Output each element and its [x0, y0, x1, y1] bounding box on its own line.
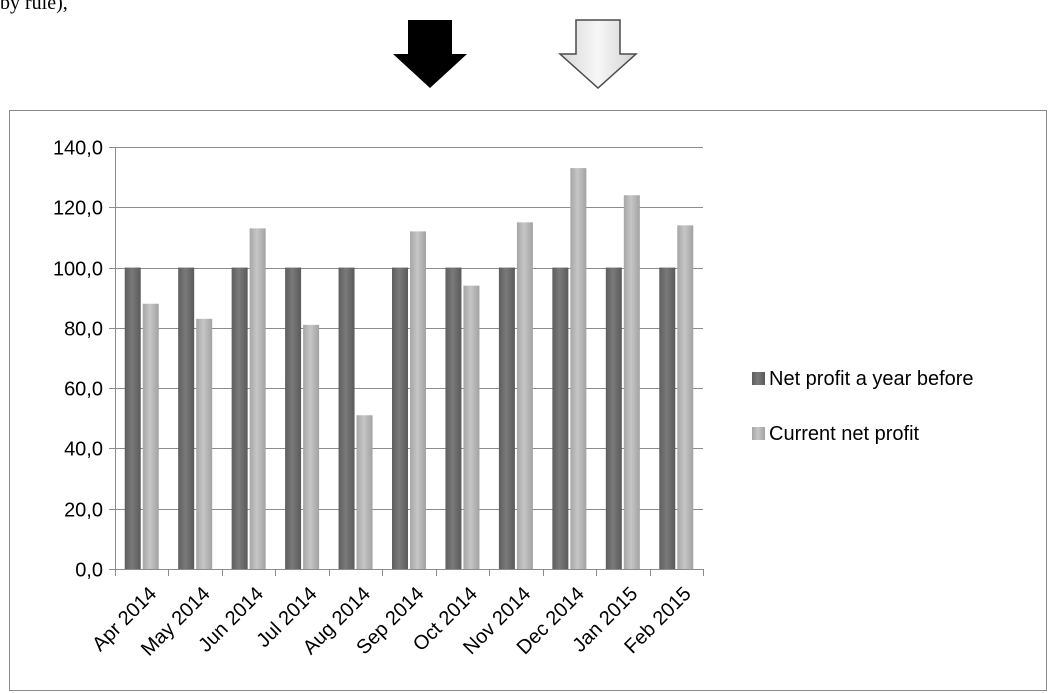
legend-label: Current net profit	[769, 423, 920, 445]
legend-swatch-current-net-profit	[752, 427, 765, 440]
bar-current-net-profit	[249, 228, 266, 569]
bar-net-profit-year-before	[178, 267, 195, 569]
bar-current-net-profit	[677, 225, 694, 569]
bar-current-net-profit	[196, 318, 213, 569]
y-tick-label: 0,0	[75, 560, 103, 582]
bar-net-profit-year-before	[498, 267, 515, 569]
gridlines	[115, 147, 703, 510]
y-tick-label: 40,0	[64, 439, 103, 461]
bar-net-profit-year-before	[231, 267, 248, 569]
outline-down-arrow-icon	[558, 19, 638, 90]
bar-net-profit-year-before	[605, 267, 622, 569]
y-tick-label: 140,0	[53, 138, 103, 160]
legend-label: Net profit a year before	[769, 368, 974, 390]
y-tick-label: 20,0	[64, 500, 103, 522]
bar-current-net-profit	[410, 231, 426, 569]
bar-net-profit-year-before	[445, 267, 462, 569]
bar-current-net-profit	[142, 303, 159, 569]
y-tick-label: 60,0	[64, 379, 103, 401]
bar-net-profit-year-before	[552, 267, 569, 569]
bar-current-net-profit	[570, 168, 587, 569]
caption-fragment: by rule),	[0, 0, 68, 14]
bar-current-net-profit	[356, 415, 373, 569]
bar-current-net-profit	[463, 285, 480, 569]
bars	[124, 168, 694, 569]
bar-net-profit-year-before	[124, 267, 141, 569]
bar-net-profit-year-before	[338, 267, 355, 569]
y-tick-label: 120,0	[53, 198, 103, 220]
bar-current-net-profit	[623, 195, 640, 569]
bar-net-profit-year-before	[659, 267, 676, 569]
y-tick-label: 100,0	[53, 259, 103, 281]
y-tick-labels: 0,0 20,0 40,0 60,0 80,0 100,0 120,0 140,0	[53, 138, 103, 582]
bar-current-net-profit	[303, 324, 320, 569]
legend-swatch-net-profit-year-before	[752, 372, 765, 385]
filled-down-arrow-icon	[393, 20, 467, 88]
legend: Net profit a year before Current net prof…	[752, 368, 974, 445]
bar-current-net-profit	[516, 222, 533, 569]
axes	[109, 147, 704, 576]
bar-net-profit-year-before	[392, 267, 408, 569]
bar-net-profit-year-before	[285, 267, 302, 569]
y-tick-label: 80,0	[64, 319, 103, 341]
